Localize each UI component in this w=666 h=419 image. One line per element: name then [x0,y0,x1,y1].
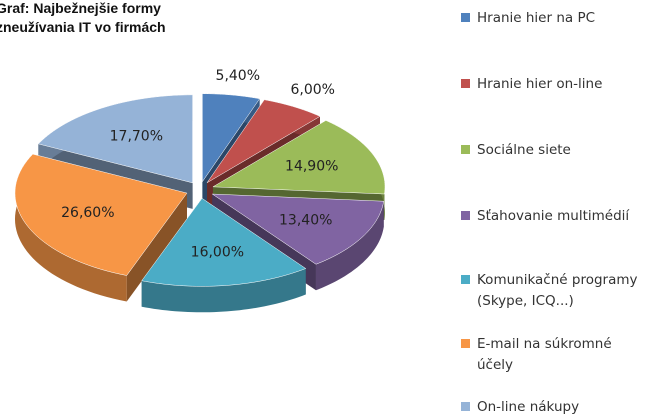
legend-swatch [461,79,470,88]
slice-top [14,153,188,276]
slice-top [212,120,386,195]
legend-label: E-mail na súkromné účely [477,336,612,373]
legend-swatch [461,145,470,154]
slice-side [14,154,127,302]
legend-label: Komunikačné programy (Skype, ICQ...) [477,272,638,309]
slice-top [141,197,307,287]
slice-top [211,193,384,265]
slice-side [315,201,384,291]
data-label: 13,40% [279,212,332,228]
data-label: 17,70% [110,129,163,145]
slice-top [37,94,193,184]
legend-swatch [461,275,470,284]
slice-wall [126,193,187,302]
data-label: 16,00% [191,244,244,260]
legend-label: Sociálne siete [477,142,571,158]
legend-swatch [461,13,470,22]
chart-title: zneužívania IT vo firmách [0,19,166,35]
slice [14,153,188,302]
legend-label: On-line nákupy [477,399,579,415]
slice [141,197,307,313]
data-label: 6,00% [290,82,334,98]
slice-side [141,268,306,313]
slice-top [202,93,261,183]
legend-swatch [461,339,470,348]
legend-label: Sťahovanie multimédií [477,208,630,224]
data-label: 5,40% [216,68,260,84]
legend-swatch [461,211,470,220]
data-label: 14,90% [285,158,338,174]
legend-label: Hranie hier na PC [477,10,595,26]
data-label: 26,60% [61,205,114,221]
chart-title: Graf: Najbežnejšie formy [0,0,161,16]
legend-label: Hranie hier on-line [477,76,602,92]
legend-swatch [461,402,470,411]
slice-top [206,99,321,183]
